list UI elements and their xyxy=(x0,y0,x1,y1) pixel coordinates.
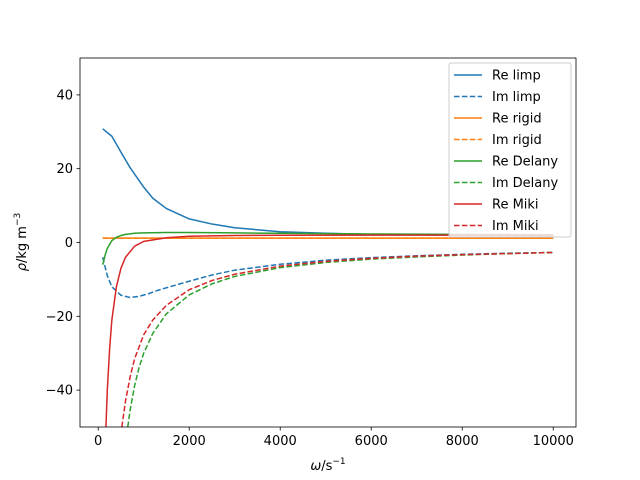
legend-label-1: Im limp xyxy=(492,90,541,105)
x-axis-label: ω/s−1 xyxy=(310,457,345,474)
y-tick-label-3: 20 xyxy=(56,162,73,177)
x-tick-label-4: 8000 xyxy=(446,434,479,449)
y-tick-label-4: 40 xyxy=(56,88,73,103)
legend-label-6: Re Miki xyxy=(492,198,539,213)
y-axis-label-exponent: −3 xyxy=(13,213,23,226)
series-layer xyxy=(102,128,554,427)
y-axis-label-symbol: ρ xyxy=(15,262,30,271)
x-tick-label-2: 4000 xyxy=(264,434,297,449)
y-axis-label-unit: /kg m xyxy=(15,226,30,263)
x-tick-label-0: 0 xyxy=(94,434,102,449)
x-tick-label-3: 6000 xyxy=(355,434,388,449)
x-axis-label-exponent: −1 xyxy=(332,457,345,467)
legend-label-4: Re Delany xyxy=(492,155,558,170)
series-line-7 xyxy=(121,251,554,427)
x-tick-label-1: 2000 xyxy=(173,434,206,449)
legend-label-7: Im Miki xyxy=(492,219,539,234)
x-axis-label-symbol: ω xyxy=(310,459,321,474)
x-tick-label-5: 10000 xyxy=(533,434,574,449)
legend: Re limp Im limp Re rigid Im rigid Re Delany I… xyxy=(448,62,572,238)
y-tick-label-0: −40 xyxy=(46,384,73,399)
y-axis-ticks: −40 −20 0 20 40 xyxy=(46,88,80,399)
series-line-6 xyxy=(105,234,554,427)
series-line-4 xyxy=(102,231,554,265)
legend-label-3: Im rigid xyxy=(492,133,542,148)
legend-label-0: Re limp xyxy=(492,69,541,84)
x-axis-ticks: 0 2000 4000 6000 8000 10000 xyxy=(94,427,574,449)
y-axis-label: ρ/kg m−3 xyxy=(13,213,30,272)
x-axis-label-unit: /s xyxy=(321,459,332,474)
legend-box xyxy=(448,62,572,238)
legend-label-5: Im Delany xyxy=(492,176,558,191)
y-tick-label-2: 0 xyxy=(65,236,73,251)
legend-label-2: Re rigid xyxy=(492,112,542,127)
y-tick-label-1: −20 xyxy=(46,310,73,325)
